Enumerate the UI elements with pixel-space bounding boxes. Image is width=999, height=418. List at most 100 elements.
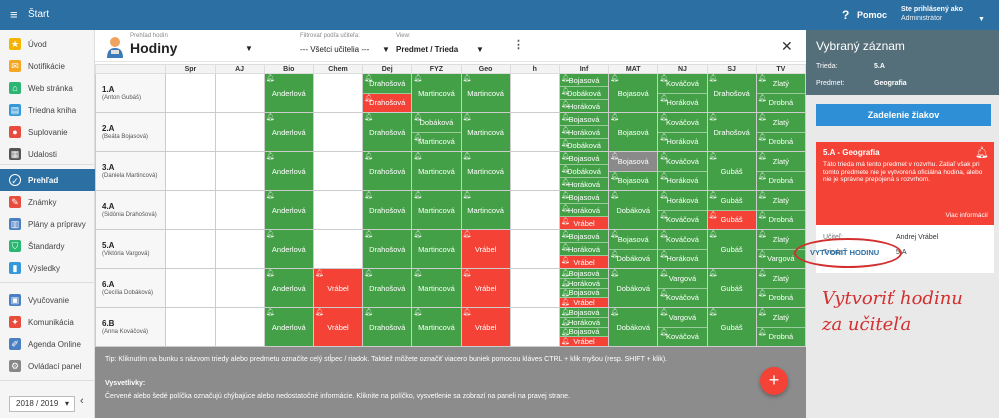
filter-chevron-down-icon[interactable]: ▼ — [382, 45, 390, 54]
sidebar-item-14[interactable]: ✐ Agenda Online — [0, 333, 95, 355]
schedule-cell[interactable]: 🔔︎ Bojasová — [608, 73, 659, 113]
schedule-cell[interactable] — [165, 229, 216, 269]
schedule-cell[interactable]: 🔔︎ Martincová — [411, 268, 462, 308]
teacher-slot[interactable]: 🔔︎ Drahošová — [363, 308, 412, 346]
schedule-cell[interactable] — [214, 190, 265, 230]
page-title[interactable]: Hodiny — [130, 40, 178, 56]
schedule-cell[interactable]: 🔔︎ Drahošová 🔔︎ Drahošová — [362, 73, 413, 113]
teacher-slot[interactable]: 🔔︎ Drahošová — [707, 74, 756, 112]
class-cell[interactable]: 4.A (Sidónia Drahošová) — [94, 190, 167, 230]
schedule-cell[interactable]: 🔔︎ Martincová — [411, 73, 462, 113]
schedule-cell[interactable]: 🔔︎ Drahošová — [362, 112, 413, 152]
schedule-cell[interactable]: 🔔︎ Bojasová 🔔︎ Dobáková 🔔︎ Horáková — [558, 73, 610, 113]
column-header[interactable]: AJ — [214, 64, 265, 74]
schedule-cell[interactable]: 🔔︎ Bojasová 🔔︎ Dobáková 🔔︎ Horáková — [558, 151, 610, 191]
schedule-cell[interactable]: 🔔︎ Martincová — [460, 190, 511, 230]
schedule-cell[interactable] — [509, 112, 560, 152]
chevron-down-icon[interactable]: ▾ — [64, 399, 69, 408]
teacher-slot[interactable]: 🔔︎ Bojasová — [559, 74, 609, 87]
teacher-slot[interactable]: 🔔︎ Anderlová — [264, 230, 313, 268]
collapse-sidebar-icon[interactable]: ‹ — [80, 395, 84, 407]
schedule-cell[interactable]: 🔔︎ Gubáš — [706, 151, 757, 191]
teacher-slot[interactable]: 🔔︎ Drobná — [756, 93, 805, 112]
schedule-cell[interactable]: 🔔︎ Zlatý 🔔︎ Drobná — [755, 151, 807, 191]
teacher-slot[interactable]: 🔔︎ Martincová — [461, 191, 510, 229]
schedule-cell[interactable]: 🔔︎ Drahošová — [362, 307, 413, 347]
schedule-cell[interactable]: 🔔︎ Bojasová 🔔︎ Horáková 🔔︎ Bojasová 🔔︎ Vrábel — [558, 268, 610, 308]
schedule-cell[interactable]: 🔔︎ Martincová — [460, 151, 511, 191]
teacher-slot[interactable]: 🔔︎ Dobáková — [609, 249, 658, 268]
help-link[interactable]: Pomoc — [857, 10, 888, 20]
schedule-cell[interactable]: 🔔︎ Bojasová 🔔︎ Dobáková — [608, 229, 659, 269]
schedule-cell[interactable] — [312, 73, 364, 113]
schedule-cell[interactable]: 🔔︎ Anderlová — [263, 112, 314, 152]
schedule-cell[interactable] — [509, 268, 560, 308]
teacher-slot[interactable]: 🔔︎ Martincová — [412, 191, 461, 229]
schedule-cell[interactable]: 🔔︎ Dobáková — [608, 268, 659, 308]
teacher-slot[interactable]: 🔔︎ Drobná — [756, 171, 805, 190]
schedule-cell[interactable]: 🔔︎ Vrábel — [460, 307, 511, 347]
more-options-icon[interactable]: ⋮ — [513, 39, 524, 51]
schedule-cell[interactable] — [165, 190, 216, 230]
teacher-slot[interactable]: 🔔︎ Horáková — [658, 191, 707, 211]
teacher-slot[interactable]: 🔔︎ Drahošová — [363, 230, 412, 268]
schedule-cell[interactable]: 🔔︎ Kováčová 🔔︎ Horáková — [657, 112, 708, 152]
schedule-cell[interactable]: 🔔︎ Drahošová — [706, 112, 757, 152]
schedule-cell[interactable]: 🔔︎ Kováčová 🔔︎ Horáková — [657, 73, 708, 113]
sidebar-item-15[interactable]: ⚙ Ovládací panel — [0, 355, 95, 377]
sidebar-item-11[interactable]: ▮ Výsledky — [0, 257, 95, 279]
teacher-slot[interactable]: 🔔︎ Bojasová — [559, 113, 609, 126]
teacher-slot[interactable]: 🔔︎ Bojasová — [559, 191, 609, 204]
class-cell[interactable]: 3.A (Daniela Martincová) — [94, 151, 167, 191]
schedule-cell[interactable] — [312, 229, 364, 269]
column-header[interactable]: MAT — [608, 64, 659, 74]
teacher-slot[interactable]: 🔔︎ Anderlová — [264, 191, 313, 229]
teacher-slot[interactable]: 🔔︎ Bojasová — [559, 327, 609, 338]
sidebar-item-4[interactable]: ▤ Triedna kniha — [0, 99, 95, 121]
sidebar-item-12[interactable]: ▣ Vyučovanie — [0, 289, 95, 311]
teacher-slot[interactable]: 🔔︎ Drobná — [756, 327, 805, 346]
schedule-cell[interactable]: 🔔︎ Martincová — [460, 73, 511, 113]
teacher-slot[interactable]: 🔔︎ Vrábel — [313, 269, 363, 307]
schedule-cell[interactable] — [509, 73, 560, 113]
schedule-cell[interactable]: 🔔︎ Dobáková — [608, 307, 659, 347]
sidebar-item-5[interactable]: ● Suplovanie — [0, 121, 95, 143]
schedule-cell[interactable]: 🔔︎ Anderlová — [263, 307, 314, 347]
teacher-slot[interactable]: 🔔︎ Drobná — [756, 210, 805, 229]
teacher-slot[interactable]: 🔔︎ Bojasová — [559, 230, 609, 243]
schedule-cell[interactable] — [312, 151, 364, 191]
column-header[interactable]: FYZ — [411, 64, 462, 74]
column-header[interactable]: Dej — [362, 64, 413, 74]
teacher-slot[interactable]: 🔔︎ Horáková — [559, 317, 609, 328]
teacher-slot[interactable]: 🔔︎ Kováčová — [658, 230, 707, 250]
teacher-slot[interactable]: 🔔︎ Anderlová — [264, 308, 313, 346]
teacher-slot[interactable]: 🔔︎ Bojasová — [559, 152, 609, 165]
user-role[interactable]: Administrátor — [901, 15, 943, 22]
teacher-slot[interactable]: 🔔︎ Gubáš — [707, 152, 756, 190]
hamburger-menu-icon[interactable]: ≡ — [10, 7, 18, 22]
class-cell[interactable]: 6.A (Cecília Dobáková) — [94, 268, 167, 308]
teacher-slot[interactable]: 🔔︎ Vrábel — [559, 298, 609, 307]
teacher-slot[interactable]: 🔔︎ Kováčová — [658, 288, 707, 307]
title-chevron-down-icon[interactable]: ▼ — [245, 44, 253, 53]
schedule-cell[interactable]: 🔔︎ Bojasová — [608, 112, 659, 152]
schedule-cell[interactable] — [214, 307, 265, 347]
teacher-slot[interactable]: 🔔︎ Horáková — [559, 204, 609, 217]
teacher-slot[interactable]: 🔔︎ Martincová — [412, 132, 461, 151]
schedule-cell[interactable] — [165, 151, 216, 191]
teacher-slot[interactable]: 🔔︎ Zlatý — [756, 308, 805, 328]
schedule-cell[interactable]: 🔔︎ Bojasová 🔔︎ Horáková 🔔︎ Dobáková — [558, 112, 610, 152]
teacher-slot[interactable]: 🔔︎ Vargová — [756, 249, 805, 268]
schedule-cell[interactable] — [312, 112, 364, 152]
schedule-cell[interactable] — [509, 190, 560, 230]
teacher-slot[interactable]: 🔔︎ Drahošová — [363, 269, 412, 307]
teacher-slot[interactable]: 🔔︎ Drahošová — [363, 113, 412, 151]
teacher-slot[interactable]: 🔔︎ Drahošová — [363, 74, 412, 94]
column-header[interactable]: h — [509, 64, 560, 74]
teacher-slot[interactable]: 🔔︎ Anderlová — [264, 269, 313, 307]
teacher-slot[interactable]: 🔔︎ Zlatý — [756, 113, 805, 133]
column-header[interactable]: TV — [755, 64, 807, 74]
schedule-cell[interactable]: 🔔︎ Anderlová — [263, 151, 314, 191]
teacher-slot[interactable]: 🔔︎ Martincová — [412, 230, 461, 268]
teacher-slot[interactable]: 🔔︎ Bojasová — [559, 288, 609, 299]
